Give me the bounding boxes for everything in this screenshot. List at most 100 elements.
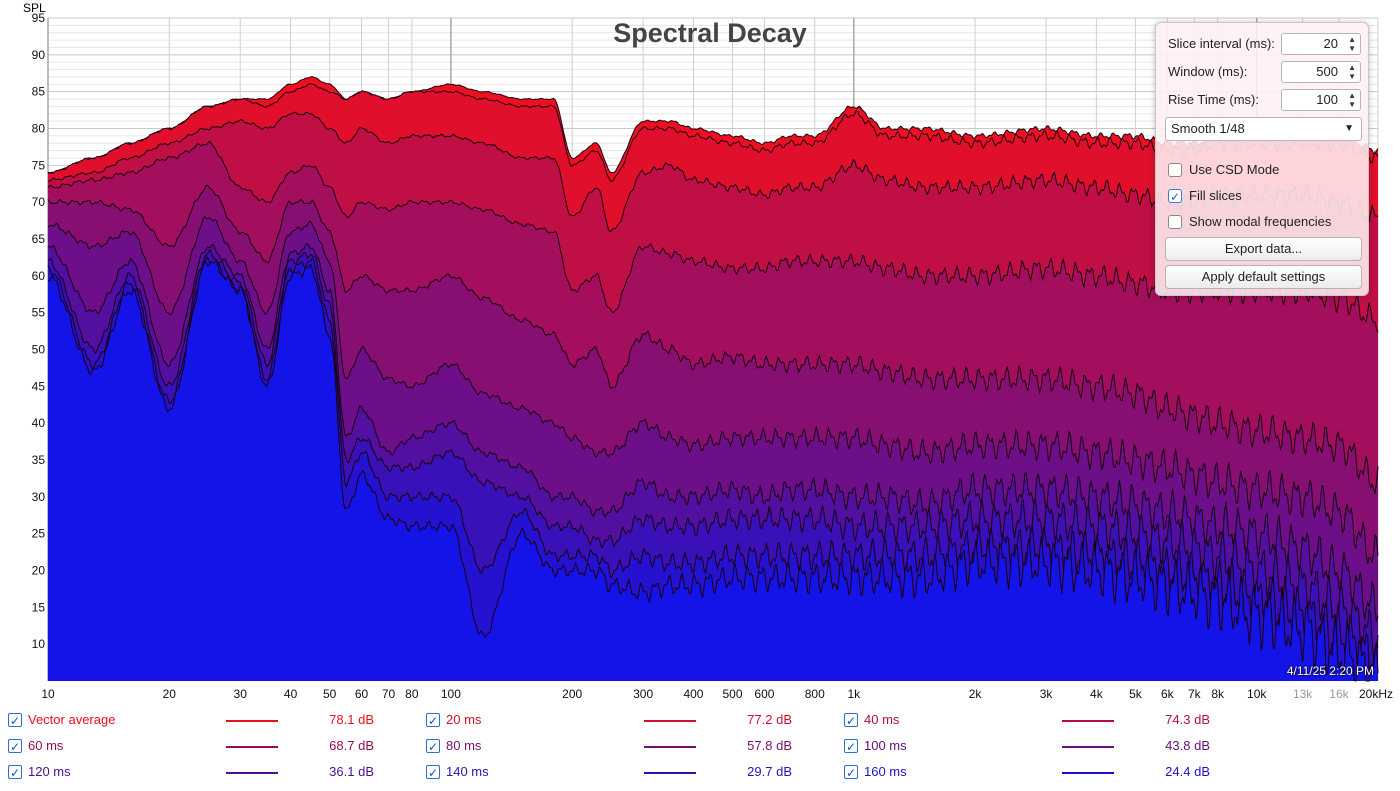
- timestamp: 4/11/25 2:20 PM: [1286, 664, 1374, 678]
- x-tick-label: 4k: [1090, 687, 1104, 701]
- legend-swatch: [226, 746, 278, 748]
- x-tick-label: 7k: [1188, 687, 1202, 701]
- y-tick-label: 40: [32, 416, 46, 430]
- series-line: [47, 249, 1379, 659]
- checkbox-checked-icon[interactable]: [844, 762, 858, 784]
- show-modal-label: Show modal frequencies: [1189, 214, 1332, 229]
- show-modal-checkbox[interactable]: Show modal frequencies: [1168, 212, 1331, 232]
- legend-series-name: 160 ms: [864, 764, 907, 779]
- legend-series-value: 57.8 dB: [747, 738, 792, 753]
- x-tick-label: 13k: [1293, 687, 1313, 701]
- legend-series-name: 40 ms: [864, 712, 900, 727]
- fill-slices-label: Fill slices: [1189, 188, 1242, 203]
- legend-swatch: [1062, 772, 1114, 774]
- x-tick-label: 2k: [969, 687, 983, 701]
- checkbox-icon[interactable]: [1168, 162, 1182, 177]
- x-tick-label: 100: [441, 687, 461, 701]
- legend-swatch: [226, 772, 278, 774]
- window-stepper[interactable]: 500 ▲ ▼: [1281, 61, 1361, 83]
- y-tick-label: 60: [32, 269, 46, 283]
- legend-series-name: 80 ms: [446, 738, 482, 753]
- y-tick-label: 30: [32, 490, 46, 504]
- y-tick-label: 55: [32, 306, 46, 320]
- chevron-down-icon: ▼: [1344, 123, 1354, 134]
- series-line: [47, 215, 1379, 564]
- legend-swatch: [1062, 746, 1114, 748]
- stepper-arrows-icon[interactable]: ▲ ▼: [1348, 63, 1356, 81]
- y-tick-label: 85: [32, 85, 46, 99]
- x-tick-label: 30: [234, 687, 248, 701]
- checkbox-checked-icon[interactable]: [8, 736, 22, 758]
- y-axis-label: SPL: [23, 1, 46, 15]
- x-tick-label: 20kHz: [1359, 687, 1393, 701]
- x-tick-label: 6k: [1161, 687, 1175, 701]
- checkbox-checked-icon[interactable]: [426, 710, 440, 732]
- y-tick-label: 75: [32, 158, 46, 172]
- legend-series-value: 29.7 dB: [747, 764, 792, 779]
- x-tick-label: 5k: [1129, 687, 1143, 701]
- checkbox-icon[interactable]: [1168, 214, 1182, 229]
- legend-swatch: [1062, 720, 1114, 722]
- x-tick-label: 8k: [1211, 687, 1225, 701]
- legend-series-name: Vector average: [28, 712, 116, 727]
- x-tick-label: 600: [754, 687, 774, 701]
- legend-series-name: 140 ms: [446, 764, 489, 779]
- x-tick-label: 50: [323, 687, 337, 701]
- stepper-arrows-icon[interactable]: ▲ ▼: [1348, 91, 1356, 109]
- legend-swatch: [644, 746, 696, 748]
- controls-panel: Slice interval (ms): 20 ▲ ▼ Window (ms): …: [1155, 22, 1369, 296]
- checkbox-checked-icon[interactable]: [844, 710, 858, 732]
- y-tick-label: 25: [32, 527, 46, 541]
- legend-series-value: 77.2 dB: [747, 712, 792, 727]
- x-tick-label: 800: [805, 687, 825, 701]
- apply-default-settings-button[interactable]: Apply default settings: [1165, 265, 1362, 289]
- checkbox-checked-icon[interactable]: [1168, 187, 1182, 207]
- x-tick-label: 80: [405, 687, 419, 701]
- use-csd-label: Use CSD Mode: [1189, 162, 1280, 177]
- rise-time-stepper[interactable]: 100 ▲ ▼: [1281, 89, 1361, 111]
- y-tick-label: 80: [32, 122, 46, 136]
- x-tick-label: 60: [355, 687, 369, 701]
- legend-series-value: 43.8 dB: [1165, 738, 1210, 753]
- y-tick-label: 95: [32, 11, 46, 25]
- x-tick-label: 400: [683, 687, 703, 701]
- export-data-button[interactable]: Export data...: [1165, 237, 1362, 261]
- x-tick-label: 16k: [1329, 687, 1349, 701]
- x-tick-label: 20: [163, 687, 177, 701]
- x-tick-label: 1k: [847, 687, 861, 701]
- use-csd-checkbox[interactable]: Use CSD Mode: [1168, 160, 1279, 180]
- fill-slices-checkbox[interactable]: Fill slices: [1168, 186, 1242, 207]
- series-line: [47, 256, 1379, 682]
- chart-title: Spectral Decay: [613, 18, 807, 48]
- legend-swatch: [226, 720, 278, 722]
- checkbox-checked-icon[interactable]: [8, 762, 22, 784]
- legend-series-value: 78.1 dB: [329, 712, 374, 727]
- checkbox-checked-icon[interactable]: [426, 736, 440, 758]
- x-tick-label: 10: [41, 687, 55, 701]
- x-tick-label: 500: [723, 687, 743, 701]
- x-tick-label: 300: [633, 687, 653, 701]
- series-line: [47, 184, 1379, 494]
- slice-interval-label: Slice interval (ms):: [1168, 36, 1275, 51]
- legend-series-value: 24.4 dB: [1165, 764, 1210, 779]
- slice-interval-stepper[interactable]: 20 ▲ ▼: [1281, 33, 1361, 55]
- slice-interval-value: 20: [1323, 36, 1338, 51]
- checkbox-checked-icon[interactable]: [426, 762, 440, 784]
- smoothing-select[interactable]: Smooth 1/48 ▼: [1165, 117, 1362, 141]
- window-value: 500: [1316, 64, 1338, 79]
- x-tick-label: 3k: [1040, 687, 1054, 701]
- checkbox-checked-icon[interactable]: [8, 710, 22, 732]
- legend-series-name: 20 ms: [446, 712, 482, 727]
- checkbox-checked-icon[interactable]: [844, 736, 858, 758]
- y-tick-label: 10: [32, 637, 46, 651]
- y-tick-label: 35: [32, 453, 46, 467]
- x-tick-label: 40: [284, 687, 298, 701]
- x-tick-label: 70: [382, 687, 396, 701]
- legend-series-name: 120 ms: [28, 764, 71, 779]
- stepper-arrows-icon[interactable]: ▲ ▼: [1348, 35, 1356, 53]
- window-label: Window (ms):: [1168, 64, 1248, 79]
- y-tick-label: 50: [32, 343, 46, 357]
- x-tick-label: 10k: [1247, 687, 1267, 701]
- x-tick-label: 200: [562, 687, 582, 701]
